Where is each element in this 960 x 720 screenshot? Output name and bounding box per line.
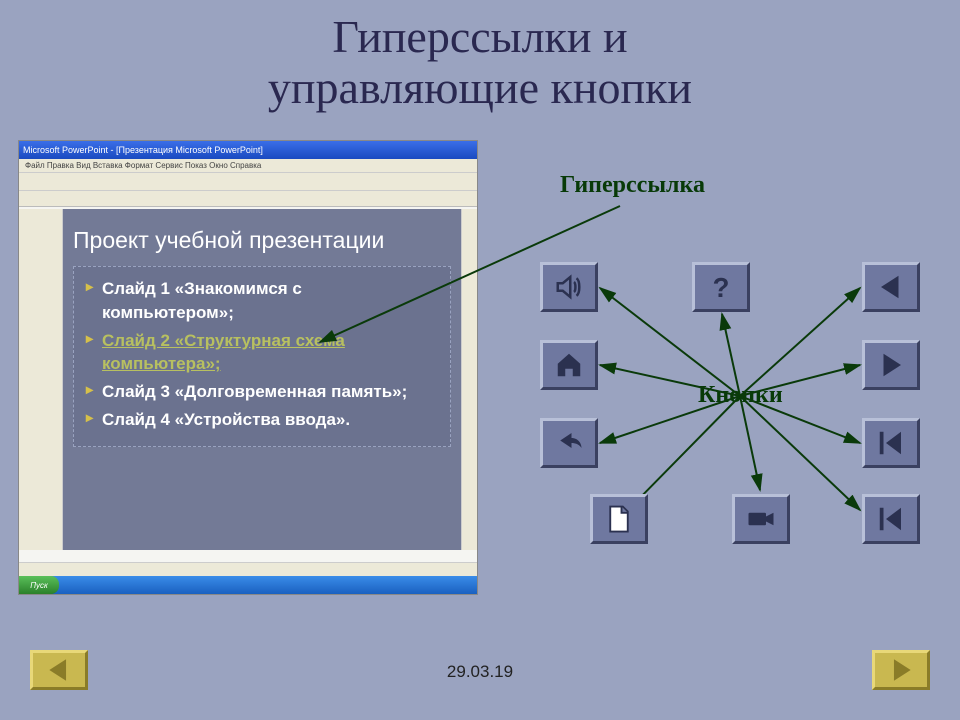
slide-thumbnails (19, 209, 63, 550)
video-button[interactable] (732, 494, 790, 544)
play-button[interactable] (862, 340, 920, 390)
list-item: Слайд 3 «Долговременная память»; (86, 380, 438, 404)
slide-list: Слайд 1 «Знакомимся с компьютером»; Слай… (73, 266, 451, 447)
window-titlebar: Microsoft PowerPoint - [Презентация Micr… (19, 141, 477, 159)
date-label: 29.03.19 (447, 662, 513, 682)
tri-left-icon (876, 272, 906, 302)
slide-canvas: Проект учебной презентации Слайд 1 «Знак… (63, 209, 461, 550)
home-icon (554, 350, 584, 380)
home-button[interactable] (540, 340, 598, 390)
first2-button[interactable] (862, 494, 920, 544)
arrow-left-icon (46, 657, 72, 683)
scrollbar (461, 209, 477, 550)
slide-title: Гиперссылки и управляющие кнопки (0, 0, 960, 113)
video-icon (746, 504, 776, 534)
hyperlink-label: Гиперссылка (560, 172, 705, 199)
list-item-hyperlink[interactable]: Слайд 2 «Структурная схема компьютера»; (86, 329, 438, 377)
return-icon (554, 428, 584, 458)
doc-button[interactable] (590, 494, 648, 544)
sound-button[interactable] (540, 262, 598, 312)
back-button[interactable] (862, 262, 920, 312)
arrow-right-icon (888, 657, 914, 683)
toolbar2 (19, 191, 477, 207)
sound-icon (554, 272, 584, 302)
taskbar: Пуск (19, 576, 477, 594)
list-item: Слайд 1 «Знакомимся с компьютером»; (86, 277, 438, 325)
prev-slide-button[interactable] (30, 650, 88, 690)
bar-left-icon (876, 428, 906, 458)
bar-left-icon (876, 504, 906, 534)
help-icon (706, 272, 736, 302)
buttons-label: Кнопки (698, 382, 783, 409)
return-button[interactable] (540, 418, 598, 468)
next-slide-button[interactable] (872, 650, 930, 690)
inner-slide-title: Проект учебной презентации (63, 209, 461, 266)
toolbar1 (19, 173, 477, 191)
first-button[interactable] (862, 418, 920, 468)
tri-right-icon (876, 350, 906, 380)
list-item: Слайд 4 «Устройства ввода». (86, 408, 438, 432)
status-bar (19, 562, 477, 576)
powerpoint-screenshot: Microsoft PowerPoint - [Презентация Micr… (18, 140, 478, 595)
doc-icon (604, 504, 634, 534)
help-button[interactable] (692, 262, 750, 312)
menubar: Файл Правка Вид Вставка Формат Сервис По… (19, 159, 477, 173)
start-button[interactable]: Пуск (19, 576, 59, 594)
